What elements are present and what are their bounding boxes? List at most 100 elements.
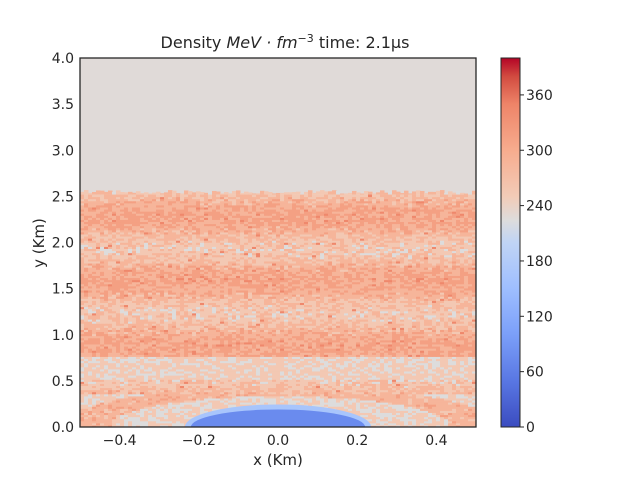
density-cell (276, 389, 281, 393)
density-cell (288, 327, 293, 330)
density-cell (280, 395, 285, 399)
density-cell (204, 358, 209, 362)
density-cell (424, 400, 429, 403)
density-cell (336, 364, 341, 368)
density-cell (320, 333, 325, 337)
density-cell (304, 360, 309, 364)
density-cell (356, 346, 361, 349)
density-cell (252, 387, 257, 391)
density-cell (116, 341, 121, 345)
density-cell (216, 350, 221, 353)
density-cell (316, 348, 321, 351)
density-cell (260, 343, 265, 347)
density-cell (380, 346, 385, 349)
density-cell (348, 402, 353, 405)
density-cell (444, 391, 449, 395)
density-cell (180, 331, 185, 335)
density-cell (144, 370, 149, 374)
density-cell (212, 358, 217, 362)
density-cell (280, 356, 285, 360)
density-cell (272, 341, 277, 345)
density-cell (120, 393, 125, 397)
density-cell (212, 400, 217, 403)
density-cell (164, 354, 169, 357)
density-cell (388, 381, 393, 384)
density-cell (304, 387, 309, 391)
density-cell (456, 412, 461, 416)
density-cell (124, 368, 129, 372)
density-cell (104, 352, 109, 355)
density-cell (196, 377, 201, 380)
density-cell (180, 358, 185, 362)
density-cell (116, 408, 121, 411)
density-cell (336, 337, 341, 341)
density-cell (108, 327, 113, 330)
density-cell (276, 370, 281, 374)
density-cell (412, 410, 417, 413)
density-cell (356, 368, 361, 372)
density-cell (468, 333, 473, 337)
density-cell (364, 364, 369, 368)
density-cell (120, 377, 125, 380)
density-cell (152, 362, 157, 366)
density-cell (204, 341, 209, 345)
title-suffix: time: 2.1μs (314, 33, 410, 52)
density-cell (88, 370, 93, 374)
density-cell (436, 346, 441, 349)
density-cell (80, 343, 85, 347)
density-cell (160, 381, 165, 384)
density-cell (232, 397, 237, 401)
density-cell (208, 375, 213, 378)
density-cell (272, 358, 277, 362)
density-cell (96, 350, 101, 353)
density-cell (80, 410, 85, 413)
density-cell (444, 354, 449, 357)
density-cell (348, 323, 353, 326)
density-cell (392, 343, 397, 347)
density-cell (324, 346, 329, 349)
density-cell (172, 381, 177, 384)
density-cell (244, 379, 249, 382)
density-cell (384, 395, 389, 399)
density-cell (184, 368, 189, 372)
density-cell (372, 354, 377, 357)
density-cell (256, 348, 261, 351)
density-cell (444, 408, 449, 411)
density-cell (404, 323, 409, 326)
density-cell (332, 352, 337, 355)
density-cell (164, 375, 169, 378)
density-cell (188, 325, 193, 328)
density-cell (260, 400, 265, 403)
density-cell (404, 402, 409, 405)
density-cell (412, 385, 417, 389)
density-cell (304, 393, 309, 397)
density-cell (224, 406, 229, 409)
density-cell (208, 385, 213, 389)
density-cell (312, 358, 317, 362)
density-cell (360, 362, 365, 366)
density-cell (152, 373, 157, 376)
density-cell (404, 383, 409, 386)
density-cell (444, 395, 449, 399)
density-cell (132, 323, 137, 326)
density-cell (400, 339, 405, 343)
density-cell (116, 368, 121, 372)
density-cell (264, 335, 269, 339)
density-cell (220, 350, 225, 353)
density-cell (96, 341, 101, 345)
density-cell (368, 360, 373, 364)
density-cell (236, 352, 241, 355)
density-cell (128, 379, 133, 382)
density-cell (460, 341, 465, 345)
density-cell (168, 358, 173, 362)
density-cell (248, 337, 253, 341)
density-cell (344, 360, 349, 364)
density-cell (472, 420, 476, 424)
density-cell (324, 404, 329, 407)
density-cell (320, 339, 325, 343)
density-cell (192, 366, 197, 370)
density-cell (440, 373, 445, 376)
density-cell (436, 323, 441, 326)
density-cell (260, 377, 265, 380)
density-cell (276, 366, 281, 370)
